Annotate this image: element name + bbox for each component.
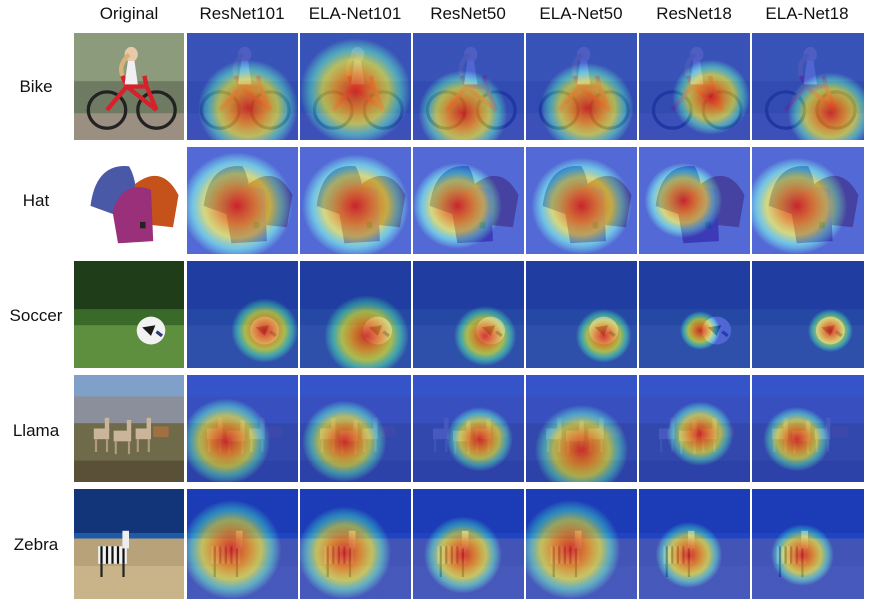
column-header-resnet50: ResNet50 (430, 4, 506, 23)
row-label-bike: Bike (19, 77, 53, 96)
column-header-resnet101: ResNet101 (199, 4, 285, 23)
heatmap-bike-4 (526, 33, 637, 140)
heatmap-soccer-3 (413, 261, 524, 368)
heatmap-llama-3 (413, 375, 524, 482)
heatmap-hat-1 (187, 147, 298, 254)
column-header-ela-net101: ELA-Net101 (308, 4, 402, 23)
heatmap-llama-6 (752, 375, 864, 482)
heatmap-soccer-4 (526, 261, 637, 368)
original-image-soccer (74, 261, 184, 368)
heatmap-bike-5 (639, 33, 750, 140)
heatmap-bike-1 (187, 33, 298, 140)
heatmap-zebra-4 (526, 489, 637, 599)
heatmap-zebra-2 (300, 489, 411, 599)
heatmap-soccer-1 (187, 261, 298, 368)
heatmap-llama-4 (526, 375, 637, 482)
heatmap-llama-1 (187, 375, 298, 482)
heatmap-soccer-6 (752, 261, 864, 368)
heatmap-zebra-5 (639, 489, 750, 599)
heatmap-bike-2 (300, 33, 411, 140)
heatmap-bike-3 (413, 33, 524, 140)
original-image-llama (74, 375, 184, 482)
heatmap-hat-3 (413, 147, 524, 254)
original-image-hat (74, 147, 184, 254)
column-header-ela-net18: ELA-Net18 (765, 4, 849, 23)
column-header-original: Original (99, 4, 159, 23)
heatmap-soccer-5 (639, 261, 750, 368)
column-header-resnet18: ResNet18 (656, 4, 732, 23)
heatmap-hat-6 (752, 147, 864, 254)
heatmap-bike-6 (752, 33, 864, 140)
column-header-ela-net50: ELA-Net50 (539, 4, 623, 23)
row-label-soccer: Soccer (9, 306, 63, 325)
heatmap-zebra-1 (187, 489, 298, 599)
heatmap-hat-5 (639, 147, 750, 254)
row-label-hat: Hat (22, 191, 50, 210)
heatmap-hat-4 (526, 147, 637, 254)
original-image-bike (74, 33, 184, 140)
row-label-llama: Llama (12, 421, 60, 440)
row-label-zebra: Zebra (13, 535, 59, 554)
heatmap-soccer-2 (300, 261, 411, 368)
heatmap-hat-2 (300, 147, 411, 254)
original-image-zebra (74, 489, 184, 599)
heatmap-zebra-6 (752, 489, 864, 599)
heatmap-llama-2 (300, 375, 411, 482)
heatmap-zebra-3 (413, 489, 524, 599)
heatmap-llama-5 (639, 375, 750, 482)
